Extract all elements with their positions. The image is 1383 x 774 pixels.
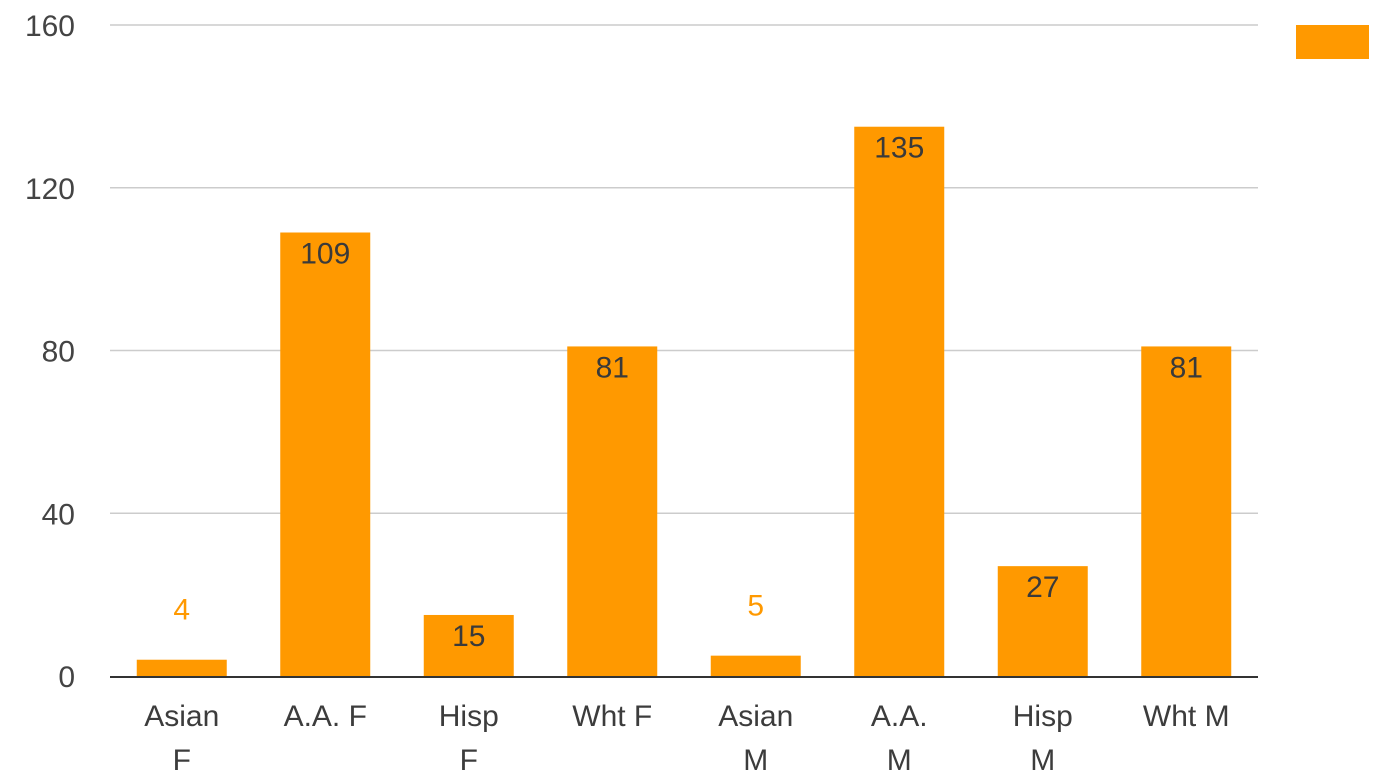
y-tick-label: 0 (58, 661, 75, 694)
x-tick-label-line: Wht F (572, 700, 652, 733)
x-tick-label: Wht M (1143, 700, 1230, 733)
x-tick-label-line: M (743, 744, 768, 774)
bar (280, 232, 371, 676)
x-tick-label: Asian M (718, 700, 793, 774)
y-tick-label: 80 (42, 336, 75, 369)
x-tick-label-line: Hisp (439, 700, 499, 733)
x-axis: Asian F A.A. F Hisp F Wht F Asian M A.A. M Hisp M Wh… (110, 676, 1258, 774)
x-tick-label: Wht F (572, 700, 652, 733)
legend-swatch (1296, 25, 1369, 59)
x-tick-label-line: Wht M (1143, 700, 1230, 733)
bar (136, 659, 227, 676)
data-label: 135 (874, 132, 924, 165)
x-tick-label-line: F (460, 744, 478, 774)
bar (423, 614, 514, 676)
data-labels: 4 109 15 81 5 135 27 81 (173, 132, 1203, 653)
data-label: 81 (1170, 351, 1203, 384)
bar (1141, 346, 1232, 676)
y-tick-label: 40 (42, 498, 75, 531)
data-label: 27 (1026, 571, 1059, 604)
data-label: 81 (596, 351, 629, 384)
x-tick-label: A.A. F (284, 700, 367, 733)
y-axis-ticks: 0 40 80 120 160 (25, 10, 75, 694)
data-label: 15 (452, 620, 485, 653)
x-tick-label-line: A.A. (871, 700, 928, 733)
data-label: 5 (747, 590, 764, 623)
x-tick-label-line: M (887, 744, 912, 774)
bar (997, 566, 1088, 676)
x-tick-label-line: F (173, 744, 191, 774)
x-tick-label: Hisp M (1013, 700, 1073, 774)
bar (710, 655, 801, 676)
x-tick-label-line: A.A. F (284, 700, 367, 733)
x-tick-label-line: Asian (144, 700, 219, 733)
y-tick-label: 120 (25, 173, 75, 206)
legend (1296, 25, 1369, 59)
x-tick-label: A.A. M (871, 700, 928, 774)
bar (567, 346, 658, 676)
y-tick-label: 160 (25, 10, 75, 43)
x-tick-label: Hisp F (439, 700, 499, 774)
data-label: 109 (300, 238, 350, 271)
bars (136, 126, 1232, 676)
x-tick-label-line: Asian (718, 700, 793, 733)
bar (854, 126, 945, 676)
data-label: 4 (173, 594, 190, 627)
x-tick-label-line: Hisp (1013, 700, 1073, 733)
x-tick-label: Asian F (144, 700, 219, 774)
x-tick-label-line: M (1030, 744, 1055, 774)
